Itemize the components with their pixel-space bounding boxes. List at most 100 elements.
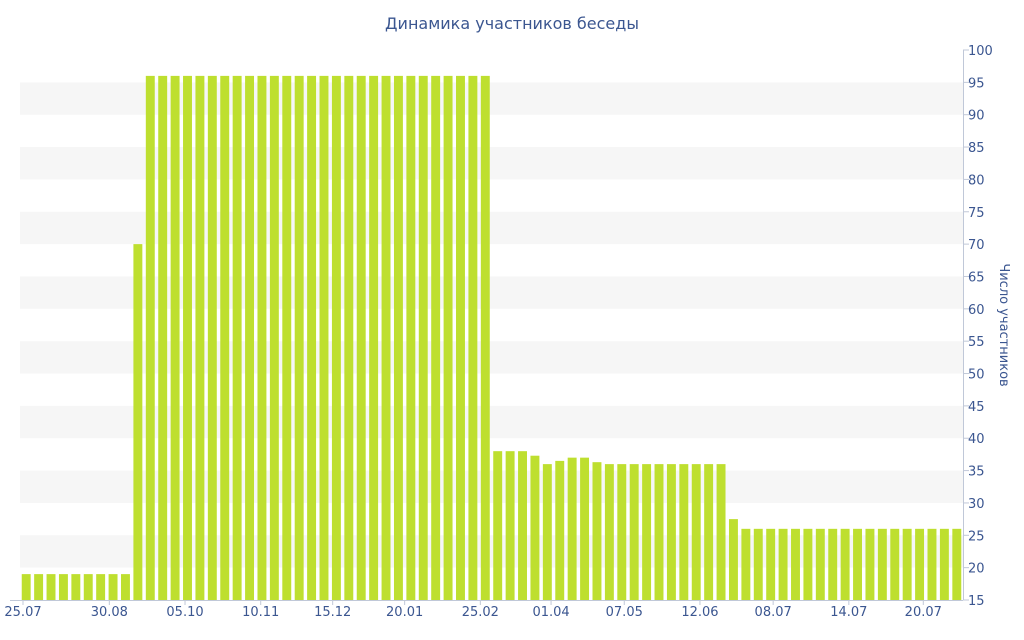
y-tick-label: 55 — [968, 335, 985, 350]
bar[interactable] — [890, 528, 900, 600]
y-tick-label: 65 — [968, 270, 985, 285]
bar[interactable] — [704, 464, 714, 600]
bar[interactable] — [902, 528, 912, 600]
bar[interactable] — [716, 464, 726, 600]
bar[interactable] — [443, 75, 453, 601]
bar[interactable] — [642, 464, 652, 600]
bar[interactable] — [294, 75, 304, 601]
bar[interactable] — [245, 75, 255, 601]
bar[interactable] — [815, 528, 825, 600]
bar[interactable] — [480, 75, 490, 601]
bar[interactable] — [307, 75, 317, 601]
bar[interactable] — [939, 528, 949, 600]
y-axis-label: Число участников — [996, 263, 1011, 386]
bar[interactable] — [679, 464, 689, 600]
bar[interactable] — [877, 528, 887, 600]
bar[interactable] — [46, 574, 56, 600]
bar[interactable] — [654, 464, 664, 600]
y-tick-label: 30 — [968, 497, 985, 512]
bar[interactable] — [34, 574, 44, 600]
y-tick-label: 25 — [968, 529, 985, 544]
bar[interactable] — [393, 75, 403, 601]
bar[interactable] — [319, 75, 329, 601]
bar[interactable] — [195, 75, 205, 601]
x-tick-label: 10.11 — [242, 605, 279, 620]
bar[interactable] — [431, 75, 441, 601]
bar[interactable] — [257, 75, 267, 601]
y-tick-label: 60 — [968, 303, 985, 318]
bar[interactable] — [927, 528, 937, 600]
bar[interactable] — [71, 574, 81, 600]
bar[interactable] — [183, 75, 192, 601]
x-tick-label: 08.07 — [755, 605, 792, 620]
bars-group — [21, 75, 962, 601]
bar[interactable] — [580, 457, 590, 600]
bar[interactable] — [158, 75, 168, 601]
bar[interactable] — [952, 528, 962, 600]
bar[interactable] — [741, 528, 751, 600]
x-tick-label: 30.08 — [91, 605, 128, 620]
bar[interactable] — [356, 75, 366, 601]
bar[interactable] — [418, 75, 428, 601]
bar[interactable] — [21, 574, 31, 600]
bar[interactable] — [592, 462, 602, 600]
bar[interactable] — [220, 75, 230, 601]
bar[interactable] — [170, 75, 180, 601]
bar[interactable] — [133, 244, 143, 600]
bar[interactable] — [108, 574, 118, 600]
x-tick-label: 12.06 — [681, 605, 718, 620]
bar[interactable] — [666, 464, 676, 600]
bar[interactable] — [865, 528, 875, 600]
bar[interactable] — [269, 75, 279, 601]
bar[interactable] — [530, 455, 540, 600]
bar[interactable] — [555, 460, 565, 600]
bar[interactable] — [381, 75, 391, 601]
bar[interactable] — [83, 574, 93, 600]
y-tick-label: 90 — [968, 109, 985, 124]
bar[interactable] — [840, 528, 850, 600]
x-tick-label: 05.10 — [166, 605, 203, 620]
bar[interactable] — [691, 464, 701, 600]
y-tick-label: 50 — [968, 368, 985, 383]
bar[interactable] — [766, 528, 776, 600]
bar[interactable] — [728, 519, 738, 600]
bar[interactable] — [145, 75, 155, 601]
x-tick-label: 01.04 — [532, 605, 569, 620]
bar[interactable] — [567, 457, 577, 600]
bar[interactable] — [617, 464, 627, 600]
bar[interactable] — [369, 75, 379, 601]
bar[interactable] — [232, 75, 242, 601]
y-tick-label: 80 — [968, 173, 985, 188]
bar[interactable] — [542, 464, 552, 600]
x-tick-label: 25.07 — [4, 605, 41, 620]
y-tick-label: 85 — [968, 141, 985, 156]
bar[interactable] — [344, 75, 354, 601]
y-tick-label: 45 — [968, 400, 985, 415]
bar[interactable] — [406, 75, 416, 601]
bar[interactable] — [791, 528, 800, 600]
bar[interactable] — [629, 464, 639, 600]
bar[interactable] — [803, 528, 813, 600]
bar[interactable] — [207, 75, 217, 601]
bar[interactable] — [282, 75, 292, 601]
bar[interactable] — [604, 464, 614, 600]
bar[interactable] — [753, 528, 763, 600]
bar[interactable] — [456, 75, 465, 601]
bar[interactable] — [518, 451, 527, 600]
bar[interactable] — [121, 574, 130, 600]
chart-title: Динамика участников беседы — [385, 14, 639, 33]
x-axis: 25.07 30.08 05.10 10.11 15.12 20.01 25.02 01.04… — [4, 600, 963, 620]
bar[interactable] — [853, 528, 862, 600]
bar[interactable] — [828, 528, 838, 600]
bar[interactable] — [331, 75, 341, 601]
bar[interactable] — [96, 574, 106, 600]
x-tick-label: 15.12 — [314, 605, 351, 620]
bar[interactable] — [915, 528, 925, 600]
bar[interactable] — [58, 574, 68, 600]
bar[interactable] — [468, 75, 478, 601]
bar[interactable] — [505, 451, 515, 600]
bar[interactable] — [778, 528, 788, 600]
y-tick-label: 35 — [968, 465, 985, 480]
bar[interactable] — [493, 451, 503, 600]
